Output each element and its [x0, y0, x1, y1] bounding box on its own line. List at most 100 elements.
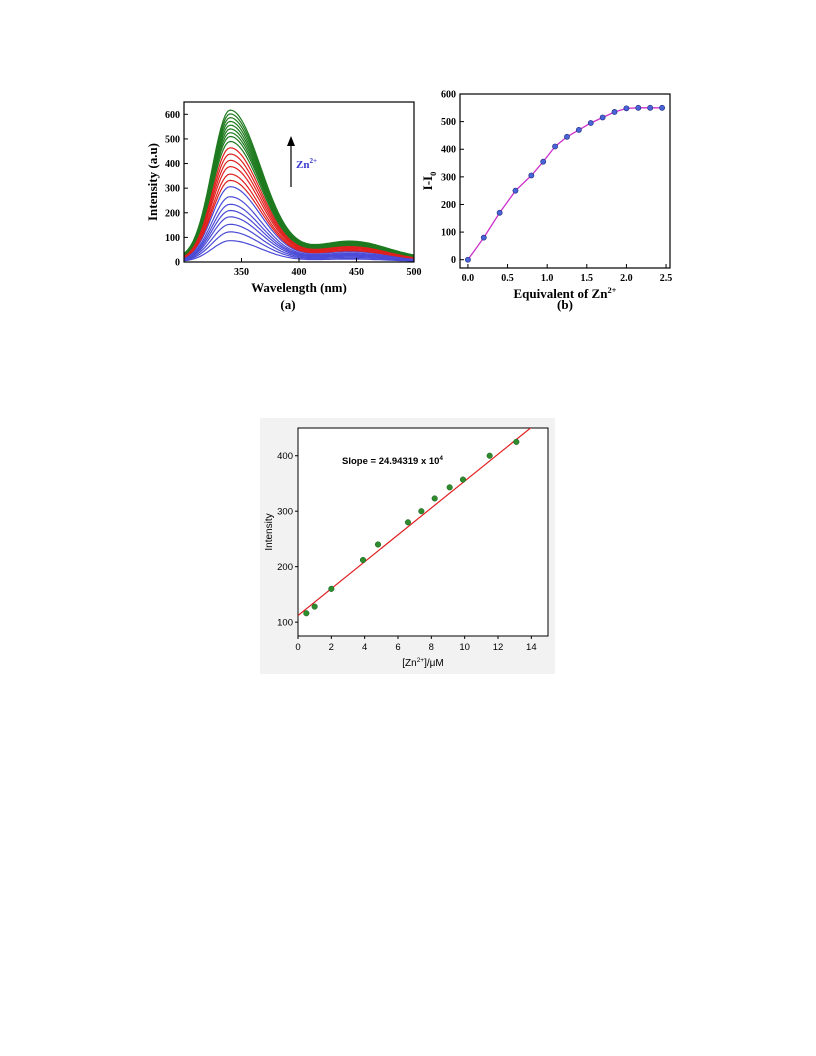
- chart-a-annotation-arrowhead: [287, 136, 295, 146]
- chart-c-y-tick-label-0: 100: [277, 618, 293, 629]
- chart-a-series-line-1-0: [184, 179, 414, 259]
- chart-a-y-tick-label-3: 300: [165, 184, 180, 195]
- chart-a-series-line-0-6: [184, 196, 414, 260]
- chart-b-y-tick-label-6: 600: [441, 90, 456, 101]
- chart-a-y-tick-label-2: 200: [165, 208, 180, 219]
- chart-b-x-tick-label-3: 1.5: [581, 273, 594, 284]
- chart-a-x-tick-label-0: 350: [234, 267, 249, 278]
- chart-c-x-tick-label-3: 6: [395, 642, 400, 653]
- chart-c-panel: 0 2 4 6 8 10 12 14 100 200 300 400 Slope = 24.94319 …: [260, 418, 555, 674]
- chart-c-y-tick-label-3: 400: [277, 451, 293, 462]
- chart-b-x-tick-label-2: 1.0: [541, 273, 554, 284]
- chart-a-panel: 350 400 450 500 0 100 200 300 400 500 600 Wavelengt…: [140, 88, 430, 318]
- chart-c-x-tick-label-7: 14: [526, 642, 537, 653]
- chart-c-y-tick-label-1: 200: [277, 562, 293, 573]
- chart-a-series-line-1-2: [184, 165, 414, 259]
- chart-b-x-axis-label: Equivalent of Zn2+: [514, 285, 617, 301]
- chart-c-point-10: [486, 452, 493, 459]
- chart-b-frame: [459, 93, 671, 269]
- chart-c-x-tick-label-4: 8: [429, 642, 434, 653]
- chart-b-point-9: [587, 120, 594, 126]
- chart-b-point-13: [635, 104, 642, 111]
- chart-c-point-8: [446, 484, 453, 491]
- chart-a-y-tick-label-0: 0: [175, 258, 180, 269]
- chart-c: 0 2 4 6 8 10 12 14 100 200 300 400 Slope = 24.94319 …: [264, 427, 549, 669]
- chart-b-point-2: [496, 209, 503, 216]
- chart-c-point-5: [404, 519, 412, 526]
- chart-b-point-11: [611, 109, 618, 115]
- chart-b-point-7: [564, 133, 570, 140]
- chart-b-x-tick-label-5: 2.5: [660, 273, 673, 284]
- chart-b: 0.0 0.5 1.0 1.5 2.0 2.5 0 100 200 300 400 500 600 Equ…: [420, 90, 673, 302]
- chart-c-point-1: [311, 603, 318, 610]
- chart-b-point-5: [540, 158, 547, 165]
- chart-c-x-tick-label-6: 12: [493, 642, 504, 653]
- chart-c-point-9: [459, 476, 467, 483]
- chart-c-x-tick-label-1: 2: [329, 642, 334, 653]
- chart-a-y-tick-label-4: 400: [165, 159, 180, 170]
- chart-b-point-0: [465, 256, 471, 263]
- chart-a-y-axis-label: Intensity (a.u): [145, 143, 160, 221]
- chart-b-y-tick-label-4: 400: [441, 145, 456, 156]
- chart-c-y-tick-label-2: 300: [277, 507, 293, 518]
- chart-b-y-tick-label-5: 500: [441, 117, 456, 128]
- chart-a-x-axis-label: Wavelength (nm): [251, 280, 347, 295]
- chart-c-x-axis-label: [Zn2+]/μM: [402, 657, 444, 669]
- chart-c-x-tick-label-2: 4: [362, 642, 367, 653]
- chart-b-point-15: [659, 104, 665, 111]
- chart-c-x-tick-label-5: 10: [459, 642, 470, 653]
- chart-c-fit-line: [298, 428, 532, 616]
- chart-a-series-group: [184, 109, 414, 262]
- chart-a-series-line-0-4: [184, 209, 414, 261]
- chart-c-point-7: [431, 495, 438, 502]
- chart-a-series-line-0-1: [184, 231, 414, 262]
- chart-b-point-4: [528, 172, 535, 179]
- chart-a-y-tick-label-1: 100: [165, 233, 180, 244]
- chart-a-x-tick-label-2: 450: [349, 267, 364, 278]
- chart-c-x-tick-label-0: 0: [295, 642, 300, 653]
- chart-a-series-line-0-2: [184, 223, 414, 261]
- chart-a-series-line-1-1: [184, 173, 414, 259]
- chart-a-series-line-0-5: [184, 203, 414, 260]
- chart-c-frame: [297, 427, 549, 637]
- chart-a-series-line-2-8: [184, 109, 414, 256]
- chart-a-series-line-1-4: [184, 153, 414, 258]
- chart-a-series-line-1-3: [184, 159, 414, 258]
- chart-b-point-8: [575, 127, 582, 133]
- chart-b-panel: 0.0 0.5 1.0 1.5 2.0 2.5 0 100 200 300 400 500 600 Equ…: [418, 84, 688, 314]
- chart-b-x-tick-label-4: 2.0: [620, 273, 633, 284]
- chart-b-y-tick-label-0: 0: [451, 255, 456, 266]
- chart-b-point-14: [647, 104, 654, 111]
- chart-c-point-0: [303, 610, 310, 617]
- chart-b-y-tick-label-2: 200: [441, 200, 456, 211]
- chart-c-point-2: [328, 585, 335, 592]
- chart-c-y-axis-label: Intensity: [264, 513, 275, 550]
- chart-c-point-11: [513, 438, 520, 445]
- chart-b-y-tick-label-1: 100: [441, 228, 456, 239]
- chart-a-annotation: Zn2+: [296, 157, 317, 171]
- chart-a-y-tick-label-5: 500: [165, 134, 180, 145]
- chart-b-x-tick-label-1: 0.5: [501, 273, 514, 284]
- chart-b-y-tick-label-3: 300: [441, 172, 456, 183]
- chart-b-y-axis-label: I-I0: [420, 172, 438, 191]
- chart-a-series-line-1-5: [184, 147, 414, 258]
- chart-a-series-line-0-7: [184, 186, 414, 260]
- chart-b-point-1: [480, 234, 487, 241]
- chart-a: 350 400 450 500 0 100 200 300 400 500 600 Wavelengt…: [145, 101, 422, 295]
- chart-b-point-12: [623, 105, 630, 112]
- chart-c-annotation: Slope = 24.94319 x 104: [342, 455, 443, 467]
- chart-b-point-6: [552, 143, 558, 150]
- chart-b-point-10: [599, 114, 606, 121]
- chart-a-x-tick-label-3: 500: [407, 267, 422, 278]
- chart-b-panel-label: (b): [557, 297, 573, 312]
- chart-b-point-3: [512, 187, 519, 194]
- chart-c-point-4: [374, 541, 382, 548]
- chart-c-point-3: [359, 556, 367, 564]
- chart-a-panel-label: (a): [280, 297, 296, 312]
- chart-a-y-tick-label-6: 600: [165, 110, 180, 121]
- chart-a-series-line-0-3: [184, 216, 414, 261]
- chart-b-series-line: [467, 107, 663, 261]
- chart-b-x-tick-label-0: 0.0: [462, 273, 475, 284]
- chart-a-x-tick-label-1: 400: [292, 267, 307, 278]
- chart-c-point-6: [418, 508, 425, 515]
